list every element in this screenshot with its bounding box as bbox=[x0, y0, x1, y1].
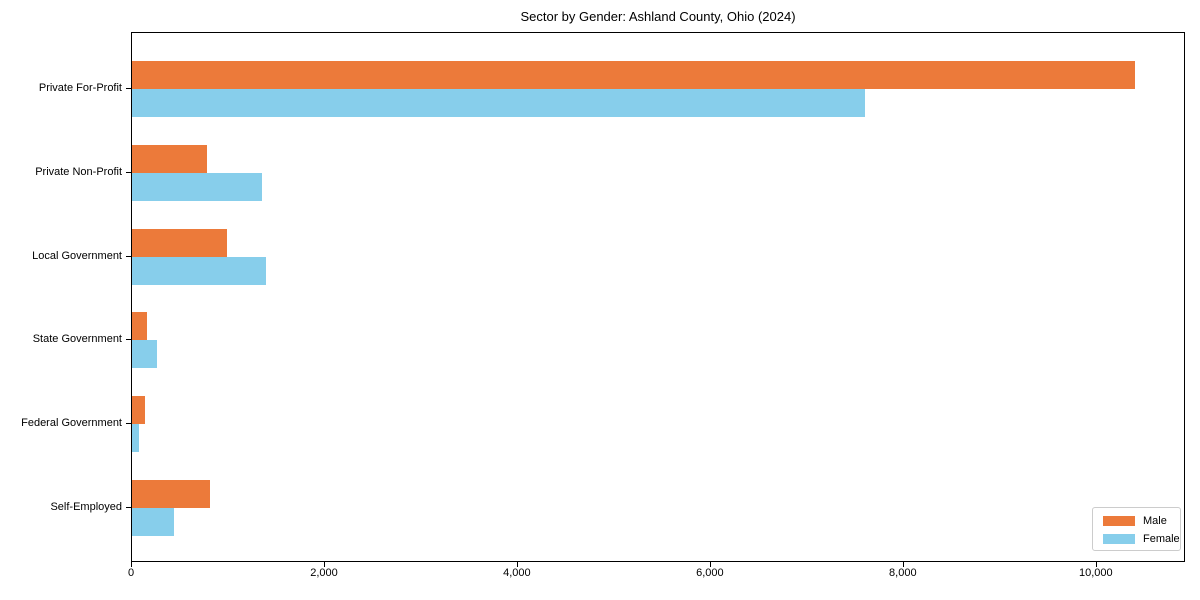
plot-area bbox=[131, 32, 1185, 562]
y-tick-mark bbox=[126, 171, 131, 173]
bar-female-3 bbox=[132, 340, 157, 369]
bar-male-2 bbox=[132, 228, 227, 257]
chart-title: Sector by Gender: Ashland County, Ohio (… bbox=[520, 9, 796, 24]
legend-swatch-female bbox=[1103, 534, 1135, 544]
legend-label: Female bbox=[1143, 533, 1180, 545]
legend: Male Female bbox=[1092, 507, 1181, 551]
y-tick-label: Self-Employed bbox=[50, 501, 122, 513]
y-tick-label: Local Government bbox=[32, 249, 122, 262]
legend-entry-male: Male bbox=[1093, 512, 1180, 530]
bar-female-1 bbox=[132, 172, 263, 201]
x-tick-label: 10,000 bbox=[1078, 567, 1113, 579]
bar-male-3 bbox=[132, 312, 148, 341]
x-tick-label: 2,000 bbox=[310, 567, 338, 579]
x-tick-label: 6,000 bbox=[696, 567, 724, 579]
bar-male-0 bbox=[132, 61, 1136, 89]
y-tick-mark bbox=[126, 339, 131, 341]
y-tick-mark bbox=[126, 255, 131, 257]
x-tick-mark bbox=[1095, 562, 1097, 567]
y-tick-mark bbox=[126, 507, 131, 508]
bar-male-5 bbox=[132, 480, 211, 508]
legend-swatch-male bbox=[1103, 516, 1135, 526]
x-tick-label: 8,000 bbox=[889, 567, 917, 579]
legend-entry-female: Female bbox=[1093, 530, 1180, 548]
y-tick-mark bbox=[126, 423, 131, 425]
bar-male-1 bbox=[132, 144, 208, 173]
x-tick-mark bbox=[709, 562, 711, 567]
x-tick-label: 0 bbox=[127, 567, 135, 579]
bar-female-5 bbox=[132, 508, 174, 536]
y-tick-mark bbox=[126, 88, 131, 89]
y-tick-label: Private For-Profit bbox=[38, 82, 122, 94]
y-tick-label: Federal Government bbox=[21, 417, 122, 430]
y-tick-label: Private Non-Profit bbox=[35, 165, 122, 178]
y-tick-label: State Government bbox=[32, 333, 122, 346]
legend-label: Male bbox=[1143, 515, 1167, 527]
bar-female-0 bbox=[132, 89, 866, 117]
bar-female-2 bbox=[132, 256, 267, 285]
x-tick-mark bbox=[324, 562, 325, 567]
x-tick-mark bbox=[516, 562, 518, 567]
x-tick-mark bbox=[902, 562, 904, 567]
bar-female-4 bbox=[132, 424, 140, 453]
bar-male-4 bbox=[132, 396, 145, 425]
x-tick-label: 4,000 bbox=[503, 567, 531, 579]
x-tick-mark bbox=[131, 562, 132, 567]
